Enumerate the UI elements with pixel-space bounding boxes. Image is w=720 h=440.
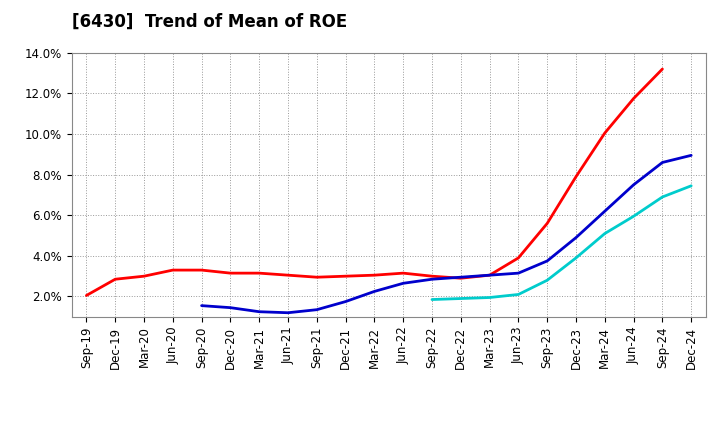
Text: [6430]  Trend of Mean of ROE: [6430] Trend of Mean of ROE xyxy=(72,13,347,31)
Legend: 3 Years, 5 Years, 7 Years, 10 Years: 3 Years, 5 Years, 7 Years, 10 Years xyxy=(179,434,598,440)
